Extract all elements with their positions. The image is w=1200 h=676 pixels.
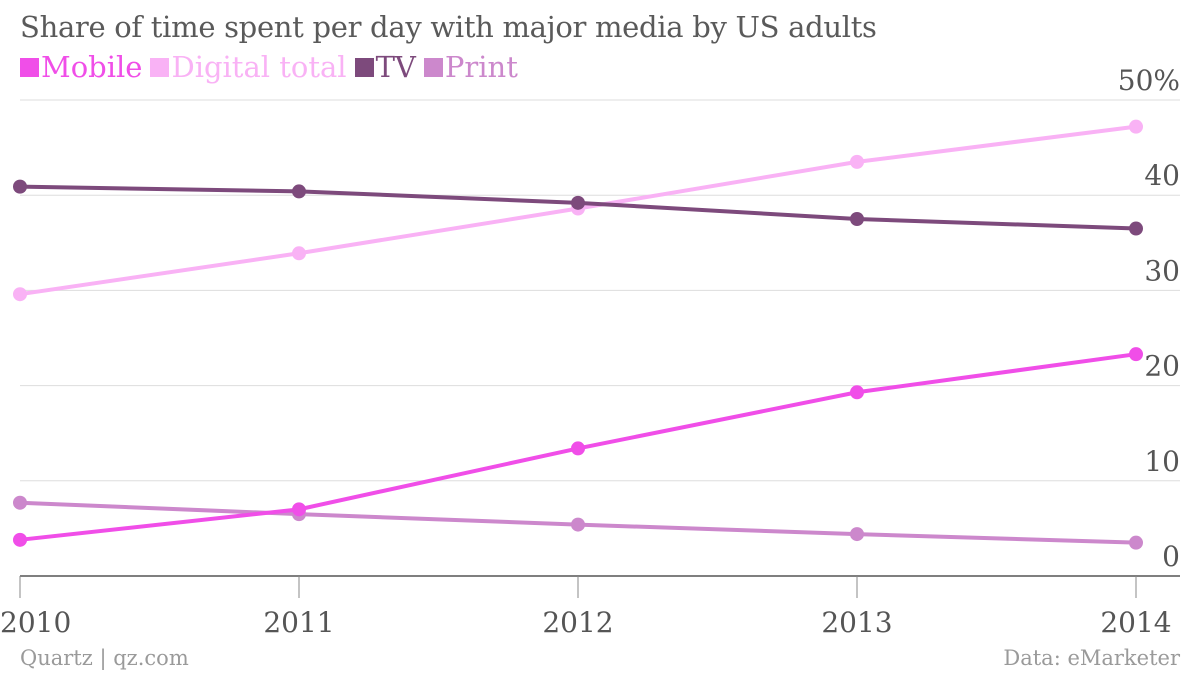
y-tick-label: 30 (1144, 254, 1180, 287)
data-source: Data: eMarketer (1003, 646, 1180, 670)
data-point (1129, 535, 1143, 550)
legend-entry: Mobile (20, 50, 142, 84)
data-point (850, 212, 864, 226)
legend-entry: Digital total (150, 50, 347, 84)
x-axis-ticks: 2010 2011 2012 2013 2014 (0, 576, 1172, 639)
y-tick-label: 10 (1144, 445, 1180, 478)
x-tick-label: 2013 (821, 606, 892, 639)
y-tick-label: 0 (1162, 540, 1180, 573)
y-tick-label: 50% (1118, 64, 1180, 97)
data-point (1129, 347, 1143, 362)
x-tick-label: 2010 (0, 606, 71, 639)
data-point (850, 154, 864, 169)
x-tick-label: 2012 (542, 606, 613, 639)
gridlines (20, 99, 1180, 577)
legend-label: TV (375, 50, 416, 84)
data-point (292, 246, 306, 261)
data-point (850, 527, 864, 542)
legend-swatch (150, 57, 170, 77)
legend-label: Digital total (171, 50, 347, 84)
series-group (13, 119, 1143, 550)
x-tick-label: 2014 (1100, 606, 1171, 639)
y-tick-label: 40 (1144, 159, 1180, 192)
data-point (571, 195, 585, 210)
data-point (13, 532, 27, 547)
data-point (13, 179, 27, 194)
data-point (1129, 221, 1143, 236)
data-point (571, 441, 585, 456)
data-point (13, 287, 27, 302)
data-point (292, 184, 306, 199)
legend-entry: Print (423, 50, 518, 84)
y-axis-ticks: 0 10 20 30 40 50% (1118, 64, 1180, 573)
data-point (292, 502, 306, 517)
x-tick-label: 2011 (263, 606, 334, 639)
legend: Mobile Digital total TV Print (20, 50, 518, 84)
y-tick-label: 20 (1144, 350, 1180, 383)
data-point (571, 517, 585, 532)
legend-swatch (20, 57, 39, 77)
data-point (13, 495, 27, 510)
source-credit: Quartz | qz.com (20, 646, 189, 670)
legend-swatch (354, 57, 374, 77)
legend-label: Print (444, 50, 518, 84)
data-point (1129, 119, 1143, 134)
legend-entry: TV (354, 50, 416, 84)
chart-title: Share of time spent per day with major m… (20, 10, 877, 44)
data-point (850, 385, 864, 400)
legend-label: Mobile (41, 50, 143, 84)
legend-swatch (423, 57, 443, 77)
